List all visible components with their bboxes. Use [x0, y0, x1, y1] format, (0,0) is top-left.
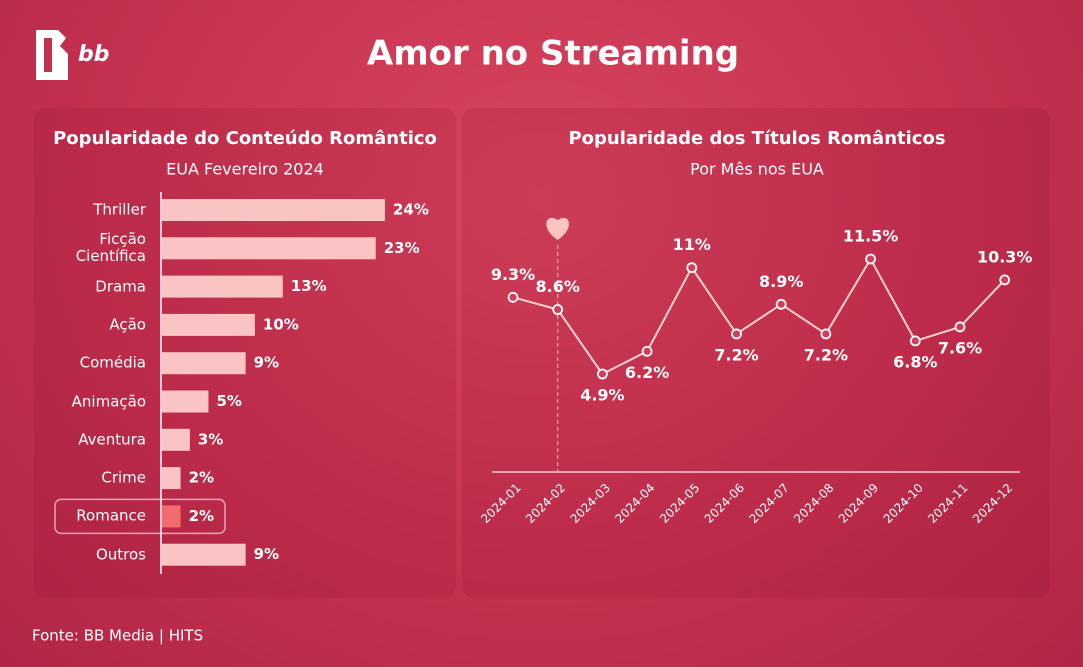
point [909, 335, 921, 347]
value-label: 8.6% [536, 277, 580, 296]
value-label: 24% [393, 201, 429, 219]
point [999, 274, 1011, 286]
value-label: 6.2% [625, 363, 669, 382]
point [686, 262, 698, 274]
point [597, 368, 608, 380]
value-label: 13% [291, 277, 327, 295]
highlight-box [54, 498, 226, 535]
value-label: 2% [189, 507, 214, 525]
bar [162, 505, 181, 528]
line [512, 256, 1006, 376]
value-label: 7.6% [938, 338, 982, 357]
value-label: 4.9% [580, 386, 624, 405]
value-label: 11% [673, 235, 711, 254]
point [641, 345, 653, 357]
value-label: 5% [216, 392, 241, 410]
logo-icon [36, 30, 68, 80]
value-label: 8.9% [759, 272, 803, 291]
right-panel [462, 108, 1050, 598]
value-label: 10.3% [977, 247, 1033, 266]
point [552, 304, 564, 315]
category-label: Romance [76, 506, 146, 525]
bar [162, 275, 283, 298]
value-label: 9% [254, 545, 279, 563]
value-label: 3% [198, 430, 223, 448]
point [865, 253, 876, 265]
bar [162, 390, 209, 413]
value-label: 23% [384, 239, 420, 257]
value-label: 9.3% [491, 265, 535, 284]
category-label: Crime [101, 468, 146, 487]
category-label: Drama [95, 277, 146, 296]
chart-title: Popularidade do Conteúdo Romântico [53, 128, 437, 149]
value-label: 7.2% [804, 345, 848, 364]
category-label: Ficção Científica [75, 230, 146, 266]
heart [546, 217, 570, 240]
logo-text: bb [78, 42, 110, 67]
bar [162, 237, 376, 260]
point [775, 298, 787, 310]
chart-subtitle: EUA Fevereiro 2024 [166, 160, 324, 179]
bar [162, 428, 190, 451]
value-label: 7.2% [714, 345, 758, 364]
category-label: Animação [71, 392, 146, 410]
value-label: 2% [189, 469, 214, 487]
bar [162, 543, 246, 566]
chart-title: Popularidade dos Títulos Românticos [568, 128, 945, 149]
bar [162, 199, 385, 221]
category-label: Thriller [93, 200, 146, 219]
bar [162, 467, 181, 490]
category-label: Outros [95, 545, 146, 564]
value-label: 9% [254, 354, 279, 372]
category-label: Comédia [79, 353, 146, 372]
chart-subtitle: Por Mês nos EUA [690, 160, 824, 179]
point [820, 328, 832, 340]
point [954, 321, 966, 333]
value-label: 11.5% [843, 227, 899, 246]
category-label: Aventura [78, 430, 146, 449]
value-label: 6.8% [893, 352, 937, 371]
source: Fonte: BB Media | HITS [32, 627, 203, 645]
point [731, 328, 742, 340]
bar [162, 352, 246, 375]
bar [162, 313, 255, 336]
category-label: Ação [109, 315, 146, 334]
point [507, 291, 519, 303]
value-label: 10% [263, 315, 299, 333]
page-title: Amor no Streaming [367, 34, 739, 74]
